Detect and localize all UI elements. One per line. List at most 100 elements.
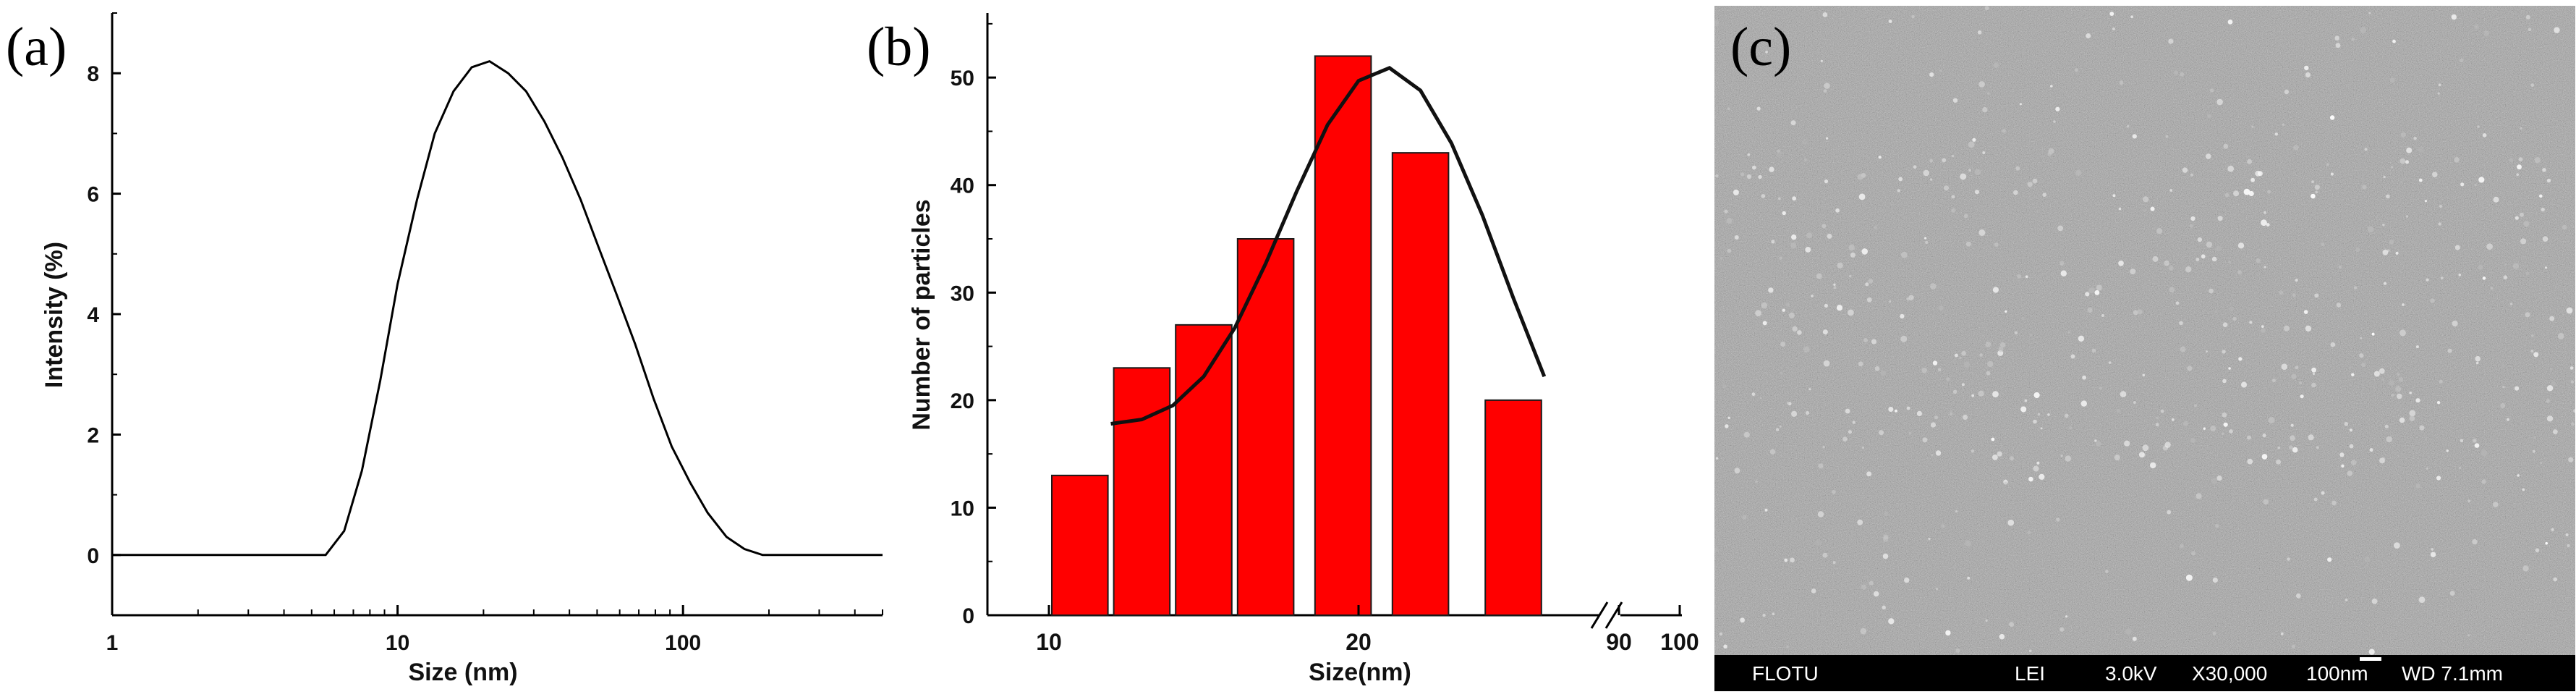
- sem-particle: [1977, 30, 1982, 35]
- sem-particle: [2180, 544, 2184, 549]
- sem-particle: [2096, 284, 2102, 291]
- sem-particle: [1972, 138, 1976, 142]
- sem-particle: [1934, 415, 1939, 420]
- sem-particle: [2475, 361, 2479, 365]
- sem-particle: [2509, 158, 2514, 163]
- sem-particle: [2481, 479, 2486, 484]
- sem-particle: [2534, 157, 2541, 164]
- sem-particle: [1929, 178, 1933, 181]
- sem-particle: [2568, 457, 2574, 462]
- sem-particle: [2274, 132, 2278, 136]
- sem-particle: [2409, 410, 2416, 417]
- sem-particle: [2545, 541, 2548, 545]
- sem-particle: [1801, 139, 1808, 145]
- sem-particle: [2330, 172, 2334, 176]
- sem-particle: [2418, 178, 2423, 182]
- sem-particle: [2551, 528, 2554, 531]
- sem-particle: [1889, 300, 1892, 303]
- sem-particle: [2015, 166, 2020, 171]
- sem-particle: [1888, 618, 1895, 625]
- sem-particle: [2477, 125, 2480, 128]
- sem-particle: [2406, 147, 2413, 153]
- sem-particle: [2565, 533, 2569, 536]
- sem-particle: [1792, 196, 1797, 201]
- sem-particle: [1787, 402, 1790, 405]
- sem-particle: [2248, 190, 2254, 197]
- sem-particle: [2033, 465, 2039, 472]
- sem-particle: [2191, 551, 2196, 556]
- sem-particle: [2386, 436, 2392, 443]
- sem-particle: [1858, 361, 1863, 367]
- sem-particle: [1861, 173, 1866, 178]
- sem-particle: [1824, 303, 1828, 308]
- sem-particle: [1946, 377, 1950, 381]
- sem-particle: [2418, 596, 2426, 603]
- sem-particle: [1769, 166, 1774, 172]
- sem-particle: [1865, 282, 1869, 287]
- sem-particle: [2405, 215, 2409, 218]
- sem-particle: [2382, 224, 2385, 227]
- sem-particle: [1725, 424, 1729, 428]
- sem-particle: [1998, 347, 2004, 352]
- sem-particle: [2165, 135, 2169, 138]
- sem-particle: [2518, 157, 2523, 162]
- sem-particle: [2262, 434, 2266, 438]
- sem-particle: [2222, 432, 2224, 435]
- sem-particle: [2415, 345, 2419, 349]
- sem-particle: [2314, 293, 2319, 298]
- sem-particle: [1993, 62, 1999, 69]
- sem-particle: [2155, 423, 2159, 427]
- sem-particle: [1848, 309, 1854, 316]
- sem-particle: [1822, 12, 1828, 17]
- sem-particle: [2138, 452, 2145, 458]
- sem-particle: [2399, 329, 2406, 337]
- sem-particle: [2057, 225, 2064, 232]
- sem-particle: [2493, 502, 2499, 507]
- panel-a-y-tick-label: 2: [87, 423, 99, 447]
- sem-particle: [2130, 269, 2136, 275]
- panel-b-bar: [1236, 238, 1295, 616]
- sem-particle: [1952, 98, 1958, 103]
- sem-particle: [1742, 515, 1747, 520]
- sem-particle: [2279, 290, 2284, 295]
- sem-particle: [1997, 451, 2002, 457]
- sem-particle: [2474, 443, 2480, 448]
- sem-particle: [2388, 380, 2394, 386]
- sem-particle: [2369, 448, 2373, 452]
- sem-particle: [2426, 278, 2429, 282]
- sem-particle: [1780, 342, 1786, 347]
- sem-particle: [1968, 141, 1975, 148]
- sem-particle: [2383, 175, 2386, 179]
- sem-particle: [2430, 298, 2435, 303]
- sem-particle: [2060, 455, 2063, 457]
- sem-particle: [2114, 455, 2120, 461]
- sem-particle: [2263, 266, 2266, 269]
- sem-particle: [2028, 649, 2032, 653]
- sem-particle: [1768, 287, 1774, 293]
- sem-particle: [2474, 183, 2477, 187]
- sem-particle: [2409, 415, 2415, 421]
- sem-info-bar: [1714, 655, 2575, 691]
- sem-particle: [2047, 413, 2050, 416]
- sem-particle: [1791, 234, 1797, 240]
- sem-particle: [1827, 233, 1832, 239]
- sem-particle: [2185, 266, 2192, 273]
- sem-particle: [2282, 123, 2284, 126]
- sem-particle: [2222, 379, 2227, 384]
- sem-particle: [2360, 337, 2363, 339]
- sem-particle: [2542, 236, 2549, 242]
- sem-particle: [2212, 577, 2218, 583]
- sem-particle: [2216, 476, 2222, 481]
- sem-particle: [1992, 391, 1999, 398]
- sem-particle: [1817, 511, 1824, 518]
- sem-particle: [2335, 43, 2341, 48]
- sem-particle: [1888, 407, 1894, 412]
- sem-particle: [1811, 295, 1814, 297]
- sem-particle: [1845, 408, 1850, 414]
- sem-particle: [2065, 413, 2069, 418]
- sem-particle: [2027, 531, 2031, 535]
- sem-particle: [2143, 196, 2149, 203]
- sem-particle: [1871, 339, 1877, 345]
- sem-particle: [2389, 240, 2394, 245]
- sem-particle: [2506, 418, 2510, 421]
